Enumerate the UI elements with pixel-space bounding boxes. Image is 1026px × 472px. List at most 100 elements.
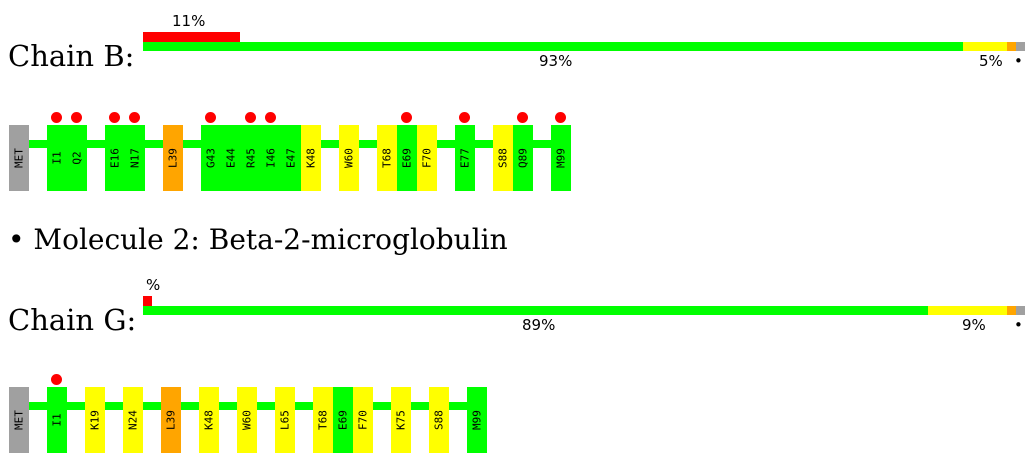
chain-b-quality-bar: [143, 42, 1025, 51]
residue-e47: E47: [281, 125, 301, 191]
residue-label: E69: [336, 410, 350, 430]
chain-g-outlier-bar: [143, 296, 152, 306]
residue-w60: W60: [237, 387, 257, 453]
chain-b-good-percent: 93%: [539, 52, 573, 70]
residue-s88: S88: [429, 387, 449, 453]
residue-label: N24: [126, 410, 140, 430]
residue-i1: I1: [47, 125, 67, 191]
residue-label: I1: [50, 151, 64, 165]
residue-t68: T68: [313, 387, 333, 453]
residue-k75: K75: [391, 387, 411, 453]
quality-segment-bad: [1007, 42, 1016, 51]
residue-i1: I1: [47, 387, 67, 453]
chain-g-dot: •: [1014, 316, 1023, 334]
outlier-marker: [459, 112, 470, 123]
residue-f70: F70: [417, 125, 437, 191]
residue-e69: E69: [397, 125, 417, 191]
residue-w60: W60: [339, 125, 359, 191]
chain-g-quality-bar: [143, 306, 1025, 315]
residue-label: K48: [202, 410, 216, 430]
residue-label: T68: [380, 148, 394, 168]
chain-g-warn-percent: 9%: [962, 316, 986, 334]
residue-n17: N17: [125, 125, 145, 191]
residue-label: E69: [400, 148, 414, 168]
molecule-2-title: • Molecule 2: Beta-2-microglobulin: [8, 223, 508, 256]
outlier-marker: [205, 112, 216, 123]
outlier-marker: [517, 112, 528, 123]
residue-g43: G43: [201, 125, 221, 191]
residue-label: T68: [316, 410, 330, 430]
residue-label: N17: [128, 148, 142, 168]
chain-b-label: Chain B:: [8, 39, 135, 73]
residue-label: K19: [88, 410, 102, 430]
residue-label: M99: [554, 148, 568, 168]
residue-label: L39: [166, 148, 180, 168]
residue-label: I1: [50, 413, 64, 427]
residue-k48: K48: [199, 387, 219, 453]
residue-label: I46: [264, 148, 278, 168]
residue-label: G43: [204, 148, 218, 168]
residue-label: L39: [164, 410, 178, 430]
residue-n24: N24: [123, 387, 143, 453]
residue-l39: L39: [163, 125, 183, 191]
residue-met: MET: [9, 387, 29, 453]
residue-label: E47: [284, 148, 298, 168]
residue-label: E16: [108, 148, 122, 168]
residue-label: W60: [240, 410, 254, 430]
outlier-marker: [245, 112, 256, 123]
quality-segment-good: [143, 306, 928, 315]
residue-q89: Q89: [513, 125, 533, 191]
chain-b-outlier-bar: [143, 32, 240, 42]
residue-label: Q2: [70, 151, 84, 165]
residue-label: MET: [12, 148, 26, 168]
residue-k19: K19: [85, 387, 105, 453]
residue-met: MET: [9, 125, 29, 191]
residue-label: E77: [458, 148, 472, 168]
residue-m99: M99: [467, 387, 487, 453]
residue-label: F70: [420, 148, 434, 168]
residue-q2: Q2: [67, 125, 87, 191]
residue-e16: E16: [105, 125, 125, 191]
residue-l65: L65: [275, 387, 295, 453]
residue-label: M99: [470, 410, 484, 430]
quality-segment-bad: [1007, 306, 1016, 315]
residue-e77: E77: [455, 125, 475, 191]
chain-g-good-percent: 89%: [522, 316, 556, 334]
residue-label: S88: [496, 148, 510, 168]
residue-label: Q89: [516, 148, 530, 168]
residue-r45: R45: [241, 125, 261, 191]
outlier-marker: [71, 112, 82, 123]
residue-label: L65: [278, 410, 292, 430]
chain-b-residue-track: MET I1 Q2 E16 N17 L39 G43 E44 R45 I46 E47 K48 W60 T68…: [0, 110, 1026, 210]
residue-m99: M99: [551, 125, 571, 191]
quality-segment-warn: [928, 306, 1007, 315]
residue-k48: K48: [301, 125, 321, 191]
residue-label: W60: [342, 148, 356, 168]
quality-segment-good: [143, 42, 963, 51]
residue-label: S88: [432, 410, 446, 430]
outlier-marker: [555, 112, 566, 123]
outlier-marker: [51, 374, 62, 385]
chain-g-residue-track: MET I1 K19 N24 L39 K48 W60 L65 T68 E69 F70 K75 S88 M9…: [0, 372, 1026, 472]
residue-label: F70: [356, 410, 370, 430]
outlier-marker: [109, 112, 120, 123]
residue-e69: E69: [333, 387, 353, 453]
residue-e44: E44: [221, 125, 241, 191]
residue-t68: T68: [377, 125, 397, 191]
chain-b-warn-percent: 5%: [979, 52, 1003, 70]
chain-g-outlier-percent: %: [146, 276, 161, 294]
residue-s88: S88: [493, 125, 513, 191]
quality-segment-none: [1016, 42, 1025, 51]
outlier-marker: [401, 112, 412, 123]
outlier-marker: [51, 112, 62, 123]
residue-f70: F70: [353, 387, 373, 453]
chain-g-label: Chain G:: [8, 303, 137, 337]
residue-label: K48: [304, 148, 318, 168]
residue-label: MET: [12, 410, 26, 430]
residue-l39: L39: [161, 387, 181, 453]
chain-b-dot: •: [1014, 52, 1023, 70]
residue-label: R45: [244, 148, 258, 168]
quality-segment-warn: [963, 42, 1007, 51]
chain-b-outlier-percent: 11%: [172, 12, 206, 30]
residue-label: K75: [394, 410, 408, 430]
